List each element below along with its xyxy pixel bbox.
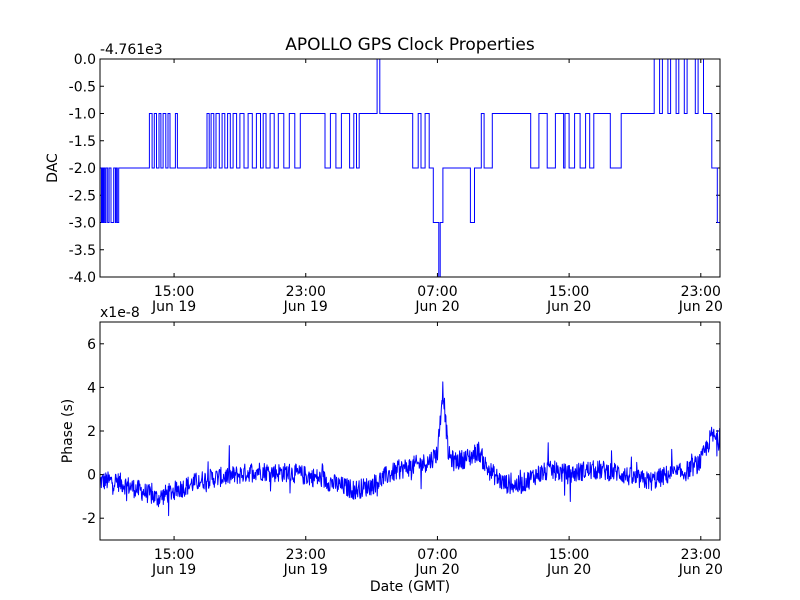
dac-ytick-label: -3.0 bbox=[69, 216, 96, 232]
phase-plot-frame bbox=[99, 321, 721, 541]
phase-xtick-label: 23:00 bbox=[286, 547, 326, 563]
dac-xtick-date: Jun 20 bbox=[678, 299, 723, 315]
dac-ytick-label: -2.0 bbox=[69, 161, 96, 177]
phase-ytick-label: 6 bbox=[87, 337, 96, 353]
dac-ytick-label: -0.5 bbox=[69, 79, 96, 95]
phase-xtick-date: Jun 19 bbox=[151, 562, 196, 578]
phase-xtick-label: 15:00 bbox=[154, 547, 194, 563]
phase-xtick-date: Jun 20 bbox=[678, 562, 723, 578]
phase-ytick-label: 2 bbox=[87, 424, 96, 440]
dac-plot-frame bbox=[99, 58, 721, 278]
dac-xtick-date: Jun 20 bbox=[546, 299, 591, 315]
dac-y-ticks: 0.0 -0.5 -1.0 -1.5 -2.0 -2.5 -3.0 -3.5 -4.0 bbox=[69, 52, 720, 286]
x-axis-label: Date (GMT) bbox=[370, 579, 450, 595]
dac-xtick-date: Jun 20 bbox=[414, 299, 459, 315]
dac-ytick-label: -1.0 bbox=[69, 107, 96, 123]
phase-xtick-label: 15:00 bbox=[549, 547, 589, 563]
phase-xtick-date: Jun 19 bbox=[283, 562, 328, 578]
dac-ytick-label: -4.0 bbox=[69, 270, 96, 286]
phase-xtick-label: 23:00 bbox=[681, 547, 721, 563]
dac-ytick-label: -3.5 bbox=[69, 243, 96, 259]
phase-ytick-label: -2 bbox=[82, 511, 96, 527]
chart-title: APOLLO GPS Clock Properties bbox=[285, 35, 535, 55]
dac-xtick-label: 07:00 bbox=[417, 284, 457, 300]
phase-xtick-label: 07:00 bbox=[417, 547, 457, 563]
phase-offset-label: x1e-8 bbox=[100, 305, 140, 321]
dac-ytick-label: -2.5 bbox=[69, 188, 96, 204]
dac-xtick-date: Jun 19 bbox=[283, 299, 328, 315]
dac-y-axis-label: DAC bbox=[45, 153, 61, 183]
dac-xtick-label: 15:00 bbox=[549, 284, 589, 300]
dac-xtick-date: Jun 19 bbox=[151, 299, 196, 315]
phase-y-ticks: 6 4 2 0 -2 bbox=[82, 337, 720, 527]
dac-xtick-label: 15:00 bbox=[154, 284, 194, 300]
dac-ytick-label: 0.0 bbox=[74, 52, 96, 68]
phase-xtick-date: Jun 20 bbox=[546, 562, 591, 578]
dac-offset-label: -4.761e3 bbox=[100, 42, 163, 58]
phase-ytick-label: 0 bbox=[87, 468, 96, 484]
dac-xtick-label: 23:00 bbox=[681, 284, 721, 300]
dac-ytick-label: -1.5 bbox=[69, 134, 96, 150]
phase-y-axis-label: Phase (s) bbox=[60, 399, 76, 463]
phase-series-line bbox=[99, 381, 721, 517]
dac-xtick-label: 23:00 bbox=[286, 284, 326, 300]
phase-ytick-label: 4 bbox=[87, 380, 96, 396]
phase-xtick-date: Jun 20 bbox=[414, 562, 459, 578]
dac-series-line bbox=[100, 58, 721, 278]
dac-panel: -4.761e3 0.0 -0.5 -1.0 -1.5 -2.0 -2.5 -3.0 -3.5… bbox=[45, 42, 723, 315]
